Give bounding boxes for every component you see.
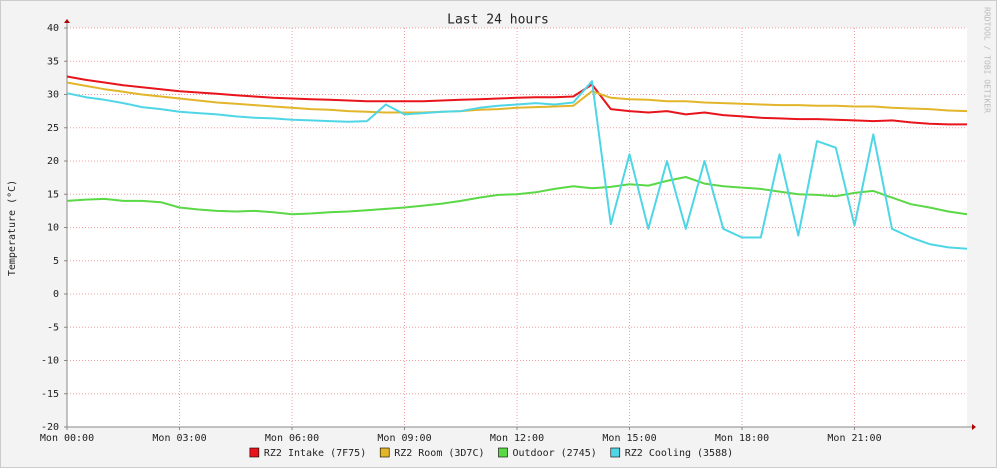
y-tick-label: -20 — [41, 422, 59, 433]
legend-swatch — [249, 447, 260, 458]
series-line — [66, 176, 968, 216]
series-line — [66, 80, 968, 250]
legend-label: RZ2 Intake (7F75) — [264, 448, 366, 459]
y-tick-label: 20 — [47, 156, 59, 167]
chart-title: Last 24 hours — [447, 13, 549, 28]
y-axis-label: Temperature (°C) — [7, 180, 18, 276]
legend-swatch — [379, 447, 390, 458]
x-tick-label: Mon 06:00 — [265, 433, 319, 444]
y-tick-label: 15 — [47, 189, 59, 200]
legend-label: RZ2 Cooling (3588) — [625, 448, 733, 459]
y-tick-label: 25 — [47, 123, 59, 134]
y-tick-label: 30 — [47, 90, 59, 101]
y-axis-arrow — [64, 19, 70, 23]
series-line — [66, 75, 967, 126]
legend-label: Outdoor (2745) — [513, 448, 597, 459]
series-line — [66, 81, 968, 114]
x-tick-label: Mon 12:00 — [490, 433, 544, 444]
legend-label: RZ2 Room (3D7C) — [394, 448, 484, 459]
legend-swatch — [498, 447, 508, 458]
x-tick-label: Mon 15:00 — [602, 433, 656, 444]
x-tick-label: Mon 03:00 — [152, 433, 206, 444]
x-tick-label: Mon 00:00 — [40, 433, 94, 444]
y-tick-label: 10 — [47, 223, 59, 234]
y-tick-label: 40 — [47, 23, 59, 34]
watermark: RRDTOOL / TOBI OETIKER — [983, 7, 992, 113]
x-axis-arrow — [972, 424, 976, 430]
y-tick-label: 5 — [53, 256, 59, 267]
y-tick-label: -10 — [41, 356, 59, 367]
y-tick-label: 35 — [47, 56, 59, 67]
x-tick-label: Mon 21:00 — [827, 433, 881, 444]
legend-swatch — [610, 447, 621, 458]
x-tick-label: Mon 18:00 — [715, 433, 769, 444]
y-tick-label: -5 — [47, 322, 59, 333]
y-tick-label: -15 — [41, 389, 59, 400]
y-tick-label: 0 — [53, 289, 59, 300]
x-tick-label: Mon 09:00 — [377, 433, 431, 444]
